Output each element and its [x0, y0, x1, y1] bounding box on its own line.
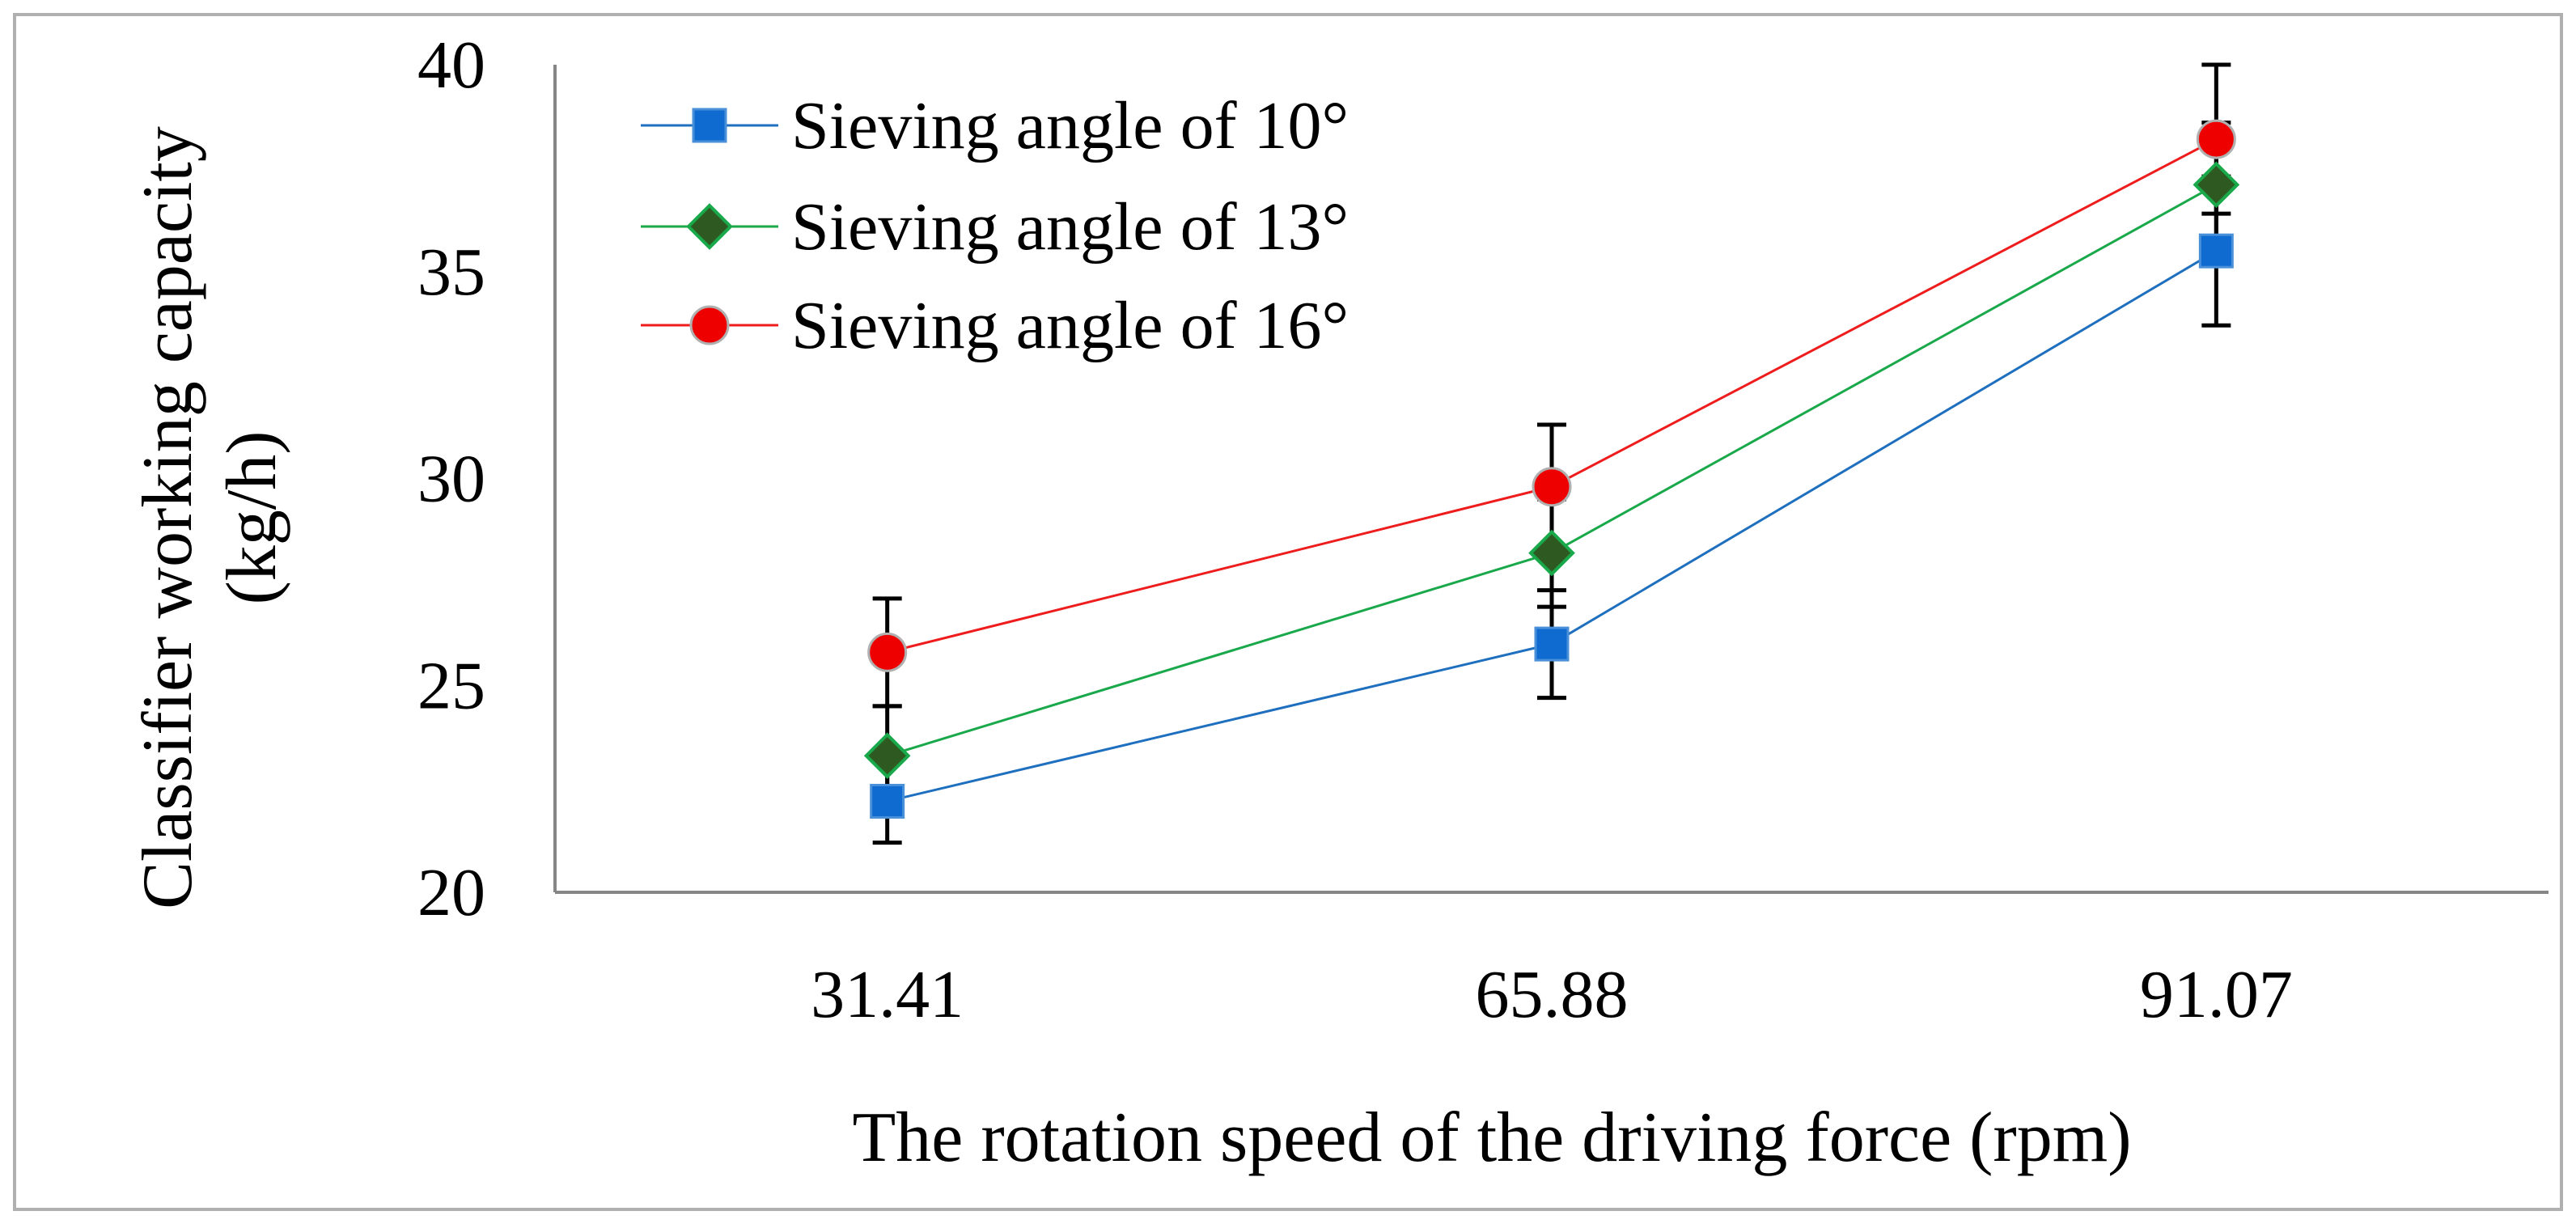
y-axis-ticks: 20 25 30 35 40: [417, 28, 485, 930]
series-1-point: [1534, 626, 1570, 662]
x-axis-title: The rotation speed of the driving force …: [853, 1099, 2132, 1177]
legend-series-3-marker: [689, 305, 730, 345]
series-3-point: [867, 632, 908, 672]
y-tick-label: 20: [417, 855, 485, 930]
chart-frame: [13, 13, 2563, 1211]
y-tick-label: 25: [417, 648, 485, 723]
y-axis-title-line2: (kg/h): [213, 430, 291, 604]
legend-series-2-label: Sieving angle of 13°: [791, 189, 1349, 265]
series-1-point: [870, 783, 905, 819]
y-tick-label: 30: [417, 442, 485, 517]
x-tick-label: 91.07: [2140, 957, 2293, 1032]
x-tick-label: 31.41: [811, 957, 964, 1032]
legend-series-2-marker: [686, 203, 733, 250]
series-markers: [863, 119, 2240, 819]
legend: Sieving angle of 10° Sieving angle of 13°…: [641, 88, 1349, 363]
x-axis-ticks: 31.41 65.88 91.07: [811, 957, 2293, 1032]
y-tick-label: 35: [417, 235, 485, 310]
y-tick-label: 40: [417, 28, 485, 103]
legend-series-1-marker: [692, 108, 727, 143]
series-3-point: [1532, 467, 1572, 507]
series-2-point: [2193, 161, 2240, 209]
series-2-point: [1528, 529, 1575, 577]
legend-series-3-label: Sieving angle of 16°: [791, 288, 1349, 363]
legend-series-1-label: Sieving angle of 10°: [791, 88, 1349, 163]
series-3-point: [2196, 119, 2236, 159]
series-1-point: [2198, 233, 2234, 269]
series-2-point: [863, 732, 911, 780]
x-tick-label: 65.88: [1476, 957, 1629, 1032]
y-axis-title-line1: Classifier working capacity: [129, 126, 207, 909]
